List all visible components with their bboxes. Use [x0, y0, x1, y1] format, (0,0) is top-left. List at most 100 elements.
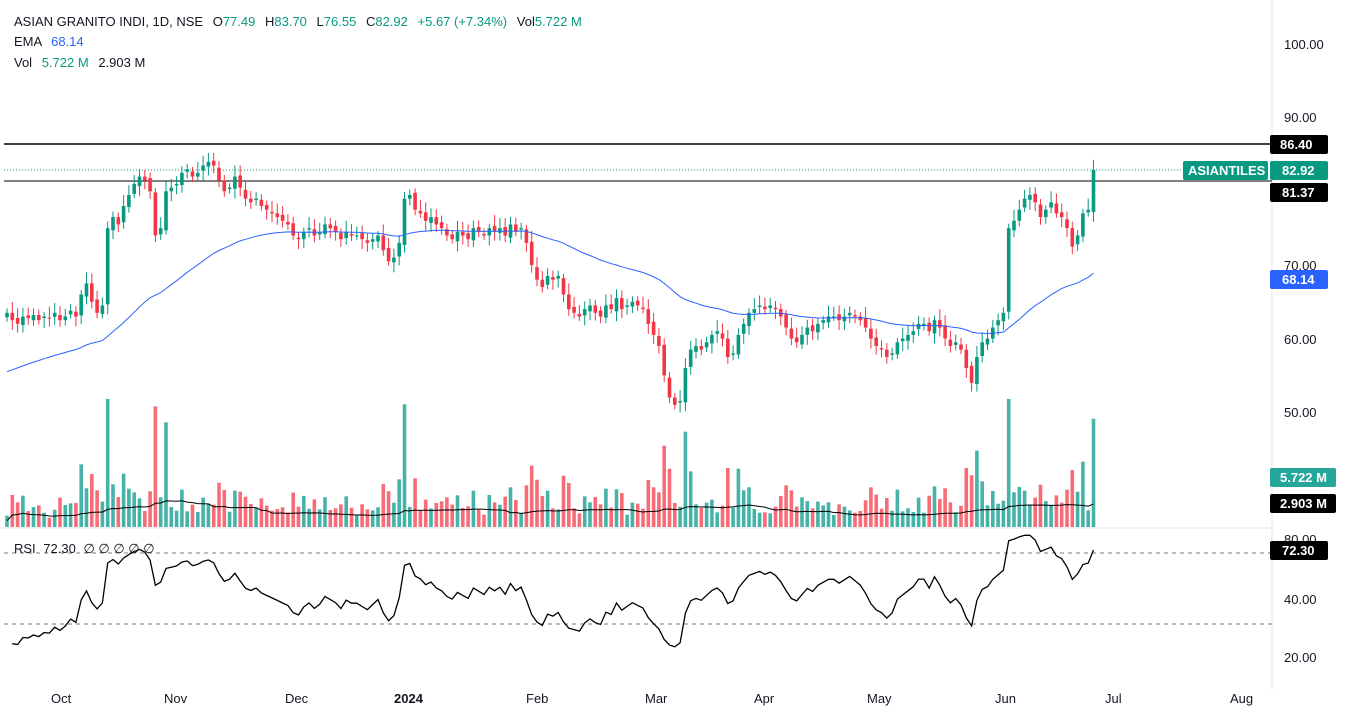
symbol-name[interactable]: ASIAN GRANITO INDI: [14, 14, 146, 29]
candle-body: [249, 198, 253, 203]
volume-bar: [26, 511, 30, 527]
candle-body: [635, 300, 640, 306]
time-tick-apr: Apr: [754, 691, 775, 706]
svg-text:86.40: 86.40: [1280, 137, 1313, 152]
volume-bar: [996, 503, 1000, 527]
volume-bar: [286, 512, 290, 527]
close-value: 82.92: [375, 14, 408, 29]
tag-resistance-lower[interactable]: 81.37: [1270, 183, 1328, 202]
candle-body: [948, 339, 953, 346]
tag-ticker[interactable]: ASIANTILES: [1183, 161, 1268, 180]
volume-bar: [741, 490, 746, 527]
vol-legend[interactable]: Vol 5.722 M 2.903 M: [14, 55, 145, 71]
tag-volume-ma[interactable]: 2.903 M: [1270, 494, 1336, 513]
candle-body: [609, 304, 613, 310]
candle-body: [1017, 209, 1022, 221]
candle-body: [21, 316, 25, 325]
candle-body: [847, 312, 852, 316]
volume-bar: [445, 497, 449, 527]
candle-body: [593, 305, 598, 313]
candle-body: [683, 368, 688, 403]
candle-body: [5, 312, 9, 318]
volume-bar: [476, 509, 481, 527]
tag-rsi[interactable]: 72.30: [1270, 541, 1328, 560]
tag-ema[interactable]: 68.14: [1270, 270, 1328, 289]
candle-body: [577, 313, 582, 317]
candle-body: [434, 217, 439, 225]
volume-bar: [614, 489, 619, 527]
rsi-line[interactable]: [12, 534, 1095, 648]
volume-bar: [498, 504, 502, 527]
volume-bar: [439, 501, 444, 527]
tag-volume[interactable]: 5.722 M: [1270, 468, 1336, 487]
rsi-tick-40: 40.00: [1284, 592, 1317, 607]
volume-bar: [953, 512, 958, 527]
candle-body: [1028, 194, 1032, 200]
volume-bar: [423, 499, 428, 527]
tag-resistance-upper[interactable]: 86.40: [1270, 135, 1328, 154]
volume-bar: [1012, 492, 1016, 527]
volume-bar: [1022, 490, 1027, 527]
volume-bar: [625, 514, 629, 527]
candle-body: [402, 198, 407, 246]
volume-bar: [747, 487, 751, 527]
candle-body: [895, 342, 900, 355]
ema-line[interactable]: [6, 229, 1094, 373]
volume-bar: [683, 431, 688, 527]
volume-bar: [879, 508, 884, 527]
volume-bar: [211, 504, 216, 527]
candle-body: [243, 189, 248, 199]
candle-body: [890, 353, 894, 355]
candle-body: [805, 327, 810, 335]
interval[interactable]: 1D: [152, 14, 170, 29]
volume-bar: [943, 488, 947, 527]
volume-bar: [42, 512, 46, 527]
volume-bar: [180, 489, 184, 527]
candles: [5, 153, 1096, 413]
volume-bar: [810, 508, 815, 527]
volume-bar: [233, 490, 237, 527]
volume-bar: [5, 515, 9, 527]
candle-body: [535, 267, 539, 280]
volume-bar: [249, 504, 253, 527]
time-tick-jun: Jun: [995, 691, 1016, 706]
volume-bar: [307, 508, 311, 527]
volume-bar: [418, 510, 423, 527]
candle-body: [471, 228, 476, 241]
candle-body: [349, 234, 354, 236]
candle-body: [127, 194, 131, 208]
candle-body: [15, 317, 20, 324]
volume-bar: [90, 474, 94, 527]
candle-body: [413, 192, 417, 210]
volume-bar: [641, 508, 645, 527]
candle-body: [1006, 228, 1011, 312]
volume-bar: [365, 509, 370, 527]
volume-bar: [508, 487, 513, 527]
volume-bar: [869, 487, 873, 527]
volume-bar: [164, 422, 168, 527]
volume-bar: [826, 502, 831, 527]
volume-bar: [800, 497, 804, 527]
volume-bar: [302, 496, 306, 527]
candle-body: [360, 233, 364, 240]
volume-bar: [609, 507, 613, 527]
ema-legend[interactable]: EMA 68.14: [14, 34, 84, 50]
svg-text:5.722 M: 5.722 M: [1280, 470, 1327, 485]
candle-body: [959, 344, 963, 350]
volume-bar: [863, 500, 868, 527]
volume-bar: [47, 517, 52, 527]
candle-body: [370, 239, 375, 242]
candle-body: [625, 305, 629, 307]
volume-bar: [985, 505, 990, 527]
volume-bar: [980, 481, 984, 527]
volume-bar: [1054, 495, 1059, 527]
candle-body: [545, 275, 550, 285]
volume-bar: [408, 507, 412, 527]
tag-last-price[interactable]: 82.92: [1270, 161, 1328, 180]
volume-bar: [789, 490, 794, 527]
rsi-legend[interactable]: RSI 72.30 ∅ ∅ ∅ ∅ ∅: [14, 541, 155, 556]
volume-bar: [238, 491, 242, 527]
volume-bars: [5, 399, 1096, 527]
price-tick-50: 50.00: [1284, 405, 1317, 420]
